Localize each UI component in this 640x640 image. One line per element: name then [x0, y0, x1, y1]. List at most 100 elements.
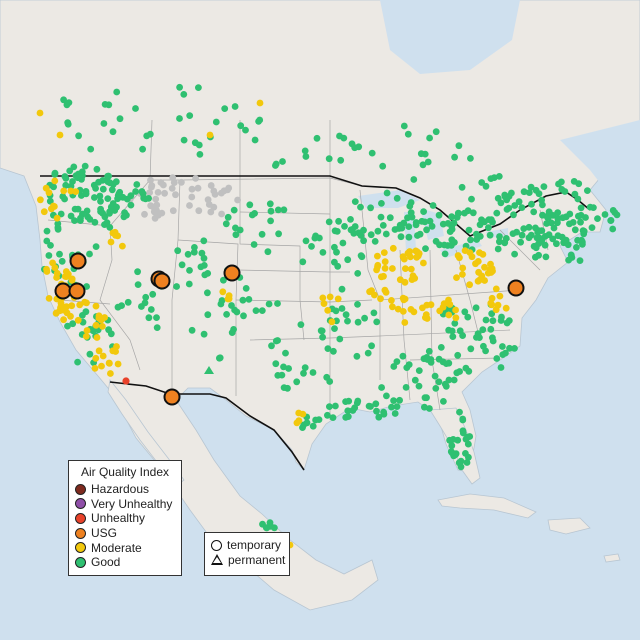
land-hispaniola [547, 517, 591, 535]
monitor-point-good [200, 254, 208, 262]
monitor-point-good [503, 196, 511, 204]
monitor-point-good [454, 351, 462, 359]
monitor-point-good [139, 145, 147, 153]
monitor-point-good [338, 285, 346, 293]
monitor-point-good [105, 326, 112, 334]
monitor-point-good [82, 190, 90, 198]
monitor-point-good [61, 195, 68, 203]
monitor-point-good [316, 234, 323, 242]
monitor-point-moderate [60, 316, 67, 324]
monitor-point-good [518, 204, 526, 212]
monitor-point-good [386, 214, 394, 222]
monitor-point-good [402, 384, 410, 391]
monitor-point-good [272, 360, 280, 368]
monitor-point-good [405, 361, 413, 368]
monitor-point-good [451, 320, 459, 327]
monitor-point-good [332, 307, 340, 315]
monitor-point-good [554, 209, 562, 217]
monitor-point-good [543, 220, 550, 227]
monitor-point-good [78, 168, 86, 176]
monitor-point-good [297, 321, 305, 328]
monitor-point-good [216, 354, 223, 362]
monitor-point-good [594, 215, 601, 223]
monitor-point-moderate [60, 187, 68, 195]
monitor-point-good [412, 219, 420, 226]
monitor-point-good [345, 397, 353, 405]
monitor-point-moderate [83, 327, 91, 334]
monitor-point-moderate [445, 311, 453, 319]
very-unhealthy-swatch [75, 498, 86, 510]
monitor-point-good [429, 202, 437, 209]
monitor-point-good [390, 397, 397, 404]
legend-item-good: Good [75, 555, 175, 570]
monitor-point-moderate [474, 258, 482, 265]
monitor-point-good [528, 200, 535, 208]
monitor-point-good [449, 449, 456, 457]
hudson-bay [380, 0, 520, 74]
monitor-point-good [435, 378, 443, 386]
monitor-point-no-data [194, 184, 202, 192]
monitor-point-good [535, 240, 542, 248]
monitor-point-moderate [256, 99, 264, 107]
monitor-point-good [176, 115, 183, 122]
monitor-point-good [220, 276, 227, 284]
monitor-point-good [43, 237, 51, 245]
monitor-point-good [222, 220, 230, 228]
monitor-point-good [344, 317, 351, 325]
monitor-point-good [174, 247, 182, 255]
monitor-point-good [465, 226, 473, 234]
monitor-point-good [224, 213, 232, 221]
monitor-point-good [81, 162, 89, 170]
monitor-point-good [324, 345, 332, 352]
monitor-point-moderate [36, 109, 44, 117]
monitor-point-good [176, 83, 184, 91]
monitor-point-good [377, 213, 385, 221]
circle-icon [211, 539, 222, 551]
monitor-point-good [101, 101, 109, 108]
legend-item-permanent: permanent [211, 553, 285, 568]
monitor-point-moderate [452, 306, 459, 314]
monitor-point-good [58, 257, 66, 265]
legend-label: Hazardous [91, 482, 150, 497]
monitor-point-good [275, 230, 282, 238]
monitor-point-good [325, 218, 333, 226]
monitor-point-good [481, 218, 488, 226]
monitor-point-good [367, 403, 374, 410]
monitor-point-good [573, 244, 580, 251]
monitor-point-good [478, 179, 486, 186]
monitor-point-no-data [188, 193, 196, 201]
monitor-point-good [372, 400, 380, 408]
monitor-point-good [455, 142, 463, 150]
monitor-point-good [153, 314, 160, 321]
monitor-point-good [459, 332, 466, 339]
monitor-point-good [72, 172, 80, 180]
monitor-point-good [432, 237, 440, 245]
monitor-point-good [274, 372, 282, 379]
monitor-point-good [274, 206, 282, 214]
monitor-point-good [410, 176, 418, 183]
monitor-point-good [231, 103, 239, 110]
monitor-point-moderate [381, 258, 389, 266]
monitor-point-good [375, 413, 383, 421]
monitor-point-good [280, 384, 288, 391]
monitor-point-good [116, 115, 124, 123]
monitor-point-moderate [494, 301, 502, 309]
monitor-point-good [256, 116, 264, 124]
monitor-point-moderate [481, 263, 488, 271]
monitor-point-good [83, 207, 91, 215]
monitor-point-good [396, 396, 403, 404]
monitor-point-moderate [81, 298, 89, 306]
monitor-point-no-data [178, 178, 185, 186]
aqi-legend: Air Quality Index Hazardous Very Unhealt… [68, 460, 182, 576]
monitor-point-good [353, 352, 361, 360]
monitor-point-good [341, 223, 348, 230]
monitor-point-good [106, 224, 114, 231]
monitor-point-good [326, 378, 334, 385]
monitor-point-good [218, 297, 226, 304]
monitor-point-good [312, 416, 319, 424]
monitor-point-moderate [487, 260, 494, 268]
monitor-point-good [518, 231, 526, 239]
monitor-point-good [353, 399, 361, 407]
monitor-point-good [423, 226, 430, 234]
monitor-point-good [428, 222, 436, 230]
